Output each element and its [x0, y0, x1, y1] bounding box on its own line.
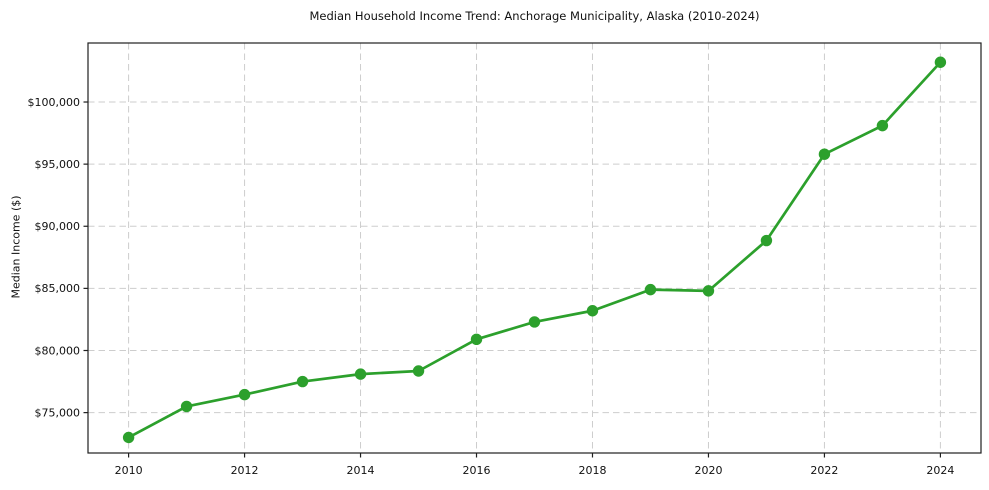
data-point	[238, 388, 251, 401]
data-point	[528, 316, 541, 328]
data-point	[760, 234, 773, 247]
data-point	[586, 305, 599, 317]
x-tick-label: 2022	[810, 464, 838, 477]
data-point	[934, 56, 947, 68]
plot-border	[87, 42, 982, 454]
data-point	[412, 365, 425, 377]
data-point	[296, 375, 309, 388]
x-tick-label: 2014	[347, 464, 375, 477]
data-point	[354, 368, 367, 380]
y-tick-label: $75,000	[35, 406, 81, 419]
trend-line	[127, 60, 942, 439]
chart-title: Median Household Income Trend: Anchorage…	[309, 9, 760, 23]
x-tick-label: 2018	[578, 464, 606, 477]
y-tick-label: $80,000	[35, 344, 81, 357]
x-tick-label: 2020	[694, 464, 722, 477]
x-tick-label: 2012	[231, 464, 259, 477]
x-tick-label: 2024	[926, 464, 954, 477]
x-tick-label: 2016	[463, 464, 491, 477]
data-point	[122, 431, 135, 444]
y-tick-label: $95,000	[35, 158, 81, 171]
data-point	[180, 400, 193, 413]
data-point	[876, 119, 889, 132]
x-tick-label: 2010	[115, 464, 143, 477]
data-point	[470, 333, 483, 346]
y-tick-label: $90,000	[35, 220, 81, 233]
data-point	[818, 148, 831, 160]
y-tick-label: $100,000	[28, 96, 81, 109]
data-point	[702, 285, 715, 297]
y-tick-label: $85,000	[35, 282, 81, 295]
data-point	[644, 283, 657, 296]
